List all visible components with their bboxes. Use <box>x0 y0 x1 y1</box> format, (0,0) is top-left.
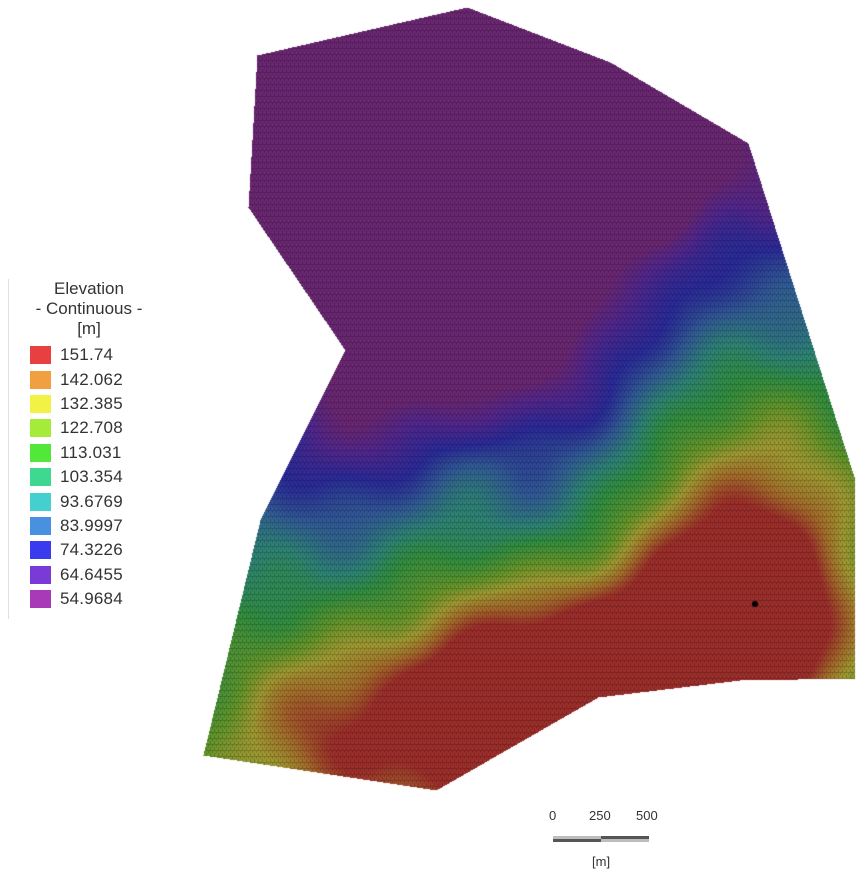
legend-label: 122.708 <box>60 418 123 438</box>
legend-label: 151.74 <box>60 345 114 365</box>
legend-item: 103.354 <box>8 465 168 489</box>
legend-swatch <box>30 419 51 438</box>
legend-swatch <box>30 516 51 535</box>
legend-title-line3: [m] <box>77 319 101 338</box>
scale-tick-0: 0 <box>549 808 557 823</box>
scale-tick-250: 250 <box>589 808 611 823</box>
legend-item: 142.062 <box>8 367 168 391</box>
legend-title-line1: Elevation <box>54 279 124 298</box>
legend-swatch <box>30 394 51 413</box>
scale-segment <box>601 836 649 839</box>
legend-swatch <box>30 443 51 462</box>
legend-swatch <box>30 346 51 365</box>
legend-label: 74.3226 <box>60 540 123 560</box>
legend-label: 54.9684 <box>60 589 123 609</box>
scale-unit: [m] <box>592 854 611 869</box>
legend-label: 64.6455 <box>60 564 123 584</box>
legend-swatch <box>30 468 51 487</box>
scale-segment <box>553 836 601 839</box>
legend-item: 64.6455 <box>8 563 168 587</box>
legend-label: 83.9997 <box>60 515 123 535</box>
legend-swatch <box>30 541 51 560</box>
legend-swatch <box>30 565 51 584</box>
legend-divider <box>8 279 9 619</box>
legend-item: 151.74 <box>8 343 168 367</box>
scale-bar: 0 250 500 [m] <box>540 808 670 874</box>
legend-title-line2: - Continuous - <box>35 299 143 318</box>
legend-label: 113.031 <box>60 442 122 462</box>
legend-item: 132.385 <box>8 392 168 416</box>
legend-item: 93.6769 <box>8 489 168 513</box>
scale-segment <box>601 839 649 842</box>
legend-label: 103.354 <box>60 467 123 487</box>
legend-item: 122.708 <box>8 416 168 440</box>
legend-item: 54.9684 <box>8 587 168 611</box>
legend-item: 113.031 <box>8 441 168 465</box>
legend-item: 74.3226 <box>8 538 168 562</box>
legend-swatch <box>30 590 51 609</box>
elevation-legend: Elevation - Continuous - [m] 151.74 142.0… <box>8 279 168 619</box>
legend-label: 142.062 <box>60 369 123 389</box>
legend-item: 83.9997 <box>8 514 168 538</box>
legend-swatch <box>30 492 51 511</box>
legend-items: 151.74 142.062 132.385 122.708 113.031 103.35… <box>8 343 168 611</box>
legend-label: 93.6769 <box>60 491 123 511</box>
legend-label: 132.385 <box>60 393 123 413</box>
scale-segment <box>553 839 601 842</box>
scale-tick-500: 500 <box>636 808 658 823</box>
legend-title: Elevation - Continuous - [m] <box>8 279 168 339</box>
legend-swatch <box>30 370 51 389</box>
